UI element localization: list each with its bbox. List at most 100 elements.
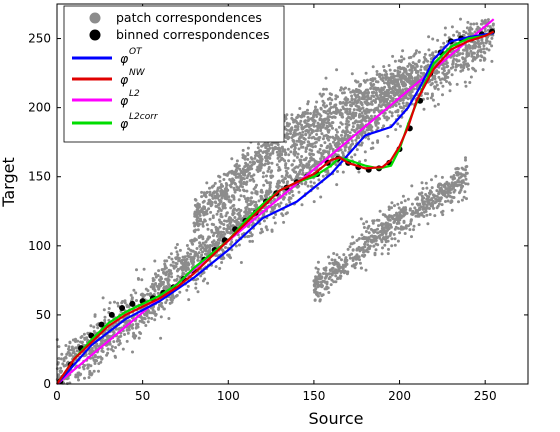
patch-point <box>335 108 339 112</box>
patch-point <box>336 276 340 280</box>
patch-point <box>369 108 373 112</box>
patch-point <box>299 133 303 137</box>
patch-point <box>328 115 332 119</box>
patch-point <box>433 77 437 81</box>
patch-point <box>284 163 287 167</box>
patch-point <box>309 112 312 115</box>
patch-point <box>196 228 200 232</box>
patch-point <box>266 169 270 173</box>
patch-point <box>483 29 487 33</box>
patch-point <box>306 108 309 112</box>
patch-point <box>464 182 468 186</box>
patch-point <box>169 272 173 275</box>
patch-point <box>223 187 227 191</box>
patch-point <box>421 205 425 209</box>
patch-point <box>466 67 470 71</box>
patch-point <box>459 65 463 69</box>
patch-point <box>327 291 331 294</box>
patch-point <box>428 207 431 210</box>
patch-point <box>440 203 444 207</box>
patch-point <box>306 130 310 134</box>
patch-point <box>457 59 461 63</box>
patch-point <box>372 87 376 91</box>
patch-point <box>289 150 293 154</box>
y-tick-label: 250 <box>28 32 51 46</box>
patch-point <box>243 155 247 159</box>
patch-point <box>334 268 338 272</box>
patch-point <box>228 231 232 235</box>
patch-point <box>334 262 338 266</box>
patch-point <box>280 156 284 160</box>
patch-point <box>373 228 377 232</box>
patch-point <box>378 236 382 240</box>
patch-point <box>398 231 402 235</box>
patch-point <box>334 97 338 101</box>
patch-point <box>198 241 202 245</box>
patch-point <box>396 79 399 82</box>
patch-point <box>347 135 351 138</box>
patch-point <box>267 181 271 185</box>
patch-point <box>305 163 309 167</box>
patch-point <box>340 137 344 141</box>
patch-point <box>233 181 237 185</box>
patch-point <box>359 217 363 221</box>
patch-point <box>193 198 197 201</box>
patch-point <box>68 352 72 355</box>
patch-point <box>304 180 308 184</box>
patch-point <box>215 204 219 208</box>
patch-point <box>360 237 364 240</box>
patch-point <box>316 270 320 274</box>
patch-point <box>416 209 420 213</box>
patch-point <box>393 237 397 241</box>
patch-point <box>265 151 269 155</box>
patch-point <box>263 163 266 167</box>
patch-point <box>450 200 454 203</box>
patch-point <box>300 203 304 207</box>
patch-point <box>88 349 92 352</box>
x-tick-label: 0 <box>53 389 61 403</box>
patch-point <box>447 182 451 186</box>
patch-point <box>253 156 257 160</box>
patch-point <box>314 290 318 294</box>
patch-point <box>317 112 320 116</box>
patch-point <box>294 170 298 174</box>
patch-point <box>319 157 323 161</box>
patch-point <box>337 125 341 129</box>
patch-point <box>244 208 248 212</box>
patch-point <box>328 92 332 96</box>
patch-point <box>97 369 100 373</box>
patch-point <box>228 170 232 174</box>
patch-point <box>465 52 469 56</box>
patch-point <box>325 126 329 130</box>
patch-point <box>351 235 355 239</box>
patch-point <box>281 214 285 217</box>
patch-point <box>377 218 381 222</box>
patch-point <box>101 296 105 300</box>
patch-point <box>264 159 268 163</box>
patch-point <box>242 189 246 193</box>
patch-point <box>174 261 178 265</box>
patch-point <box>316 260 320 264</box>
patch-point <box>326 272 329 276</box>
patch-point <box>409 222 412 226</box>
patch-point <box>62 359 66 363</box>
patch-point <box>127 305 131 308</box>
patch-point <box>82 332 86 336</box>
patch-point <box>445 195 449 199</box>
patch-point <box>138 319 142 323</box>
patch-point <box>442 41 446 45</box>
legend-label-sup-l2: L2 <box>129 89 140 99</box>
patch-point <box>229 256 232 260</box>
patch-point <box>348 256 352 260</box>
patch-point <box>215 241 218 244</box>
patch-point <box>357 88 361 92</box>
patch-point <box>422 215 426 218</box>
patch-point <box>230 240 234 244</box>
patch-point <box>379 223 383 227</box>
patch-point <box>407 80 411 84</box>
patch-point <box>244 199 248 203</box>
patch-point <box>306 115 310 119</box>
patch-point <box>410 71 414 75</box>
patch-point <box>380 238 384 242</box>
y-tick-label: 0 <box>43 377 51 391</box>
